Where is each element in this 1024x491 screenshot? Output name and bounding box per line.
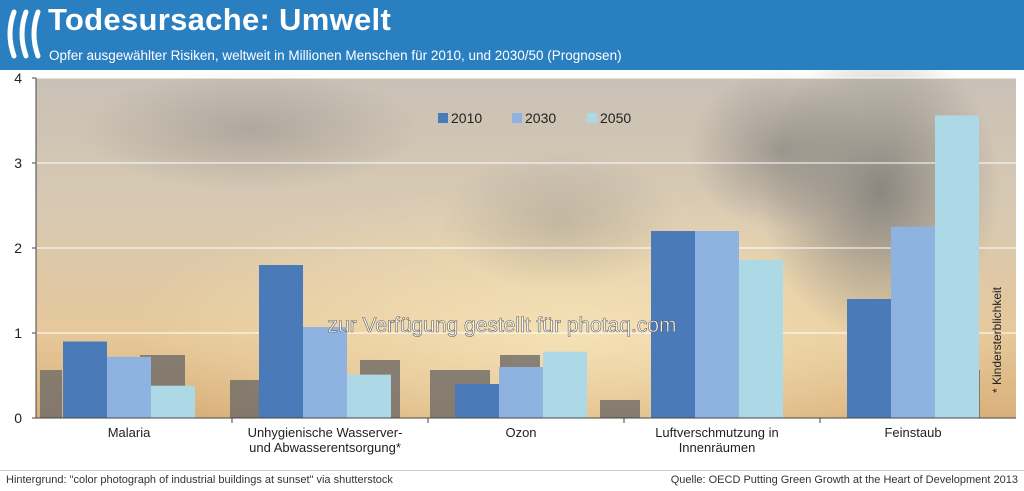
bar-2010 [259, 265, 303, 418]
x-tick-label: Luftverschmutzung in [655, 425, 779, 440]
bar-2050 [347, 374, 391, 418]
bar-2030 [107, 356, 151, 418]
bar-2050 [935, 115, 979, 419]
page-subtitle: Opfer ausgewählter Risiken, weltweit in … [49, 48, 622, 63]
watermark-text: zur Verfügung gestellt für photaq.com [327, 314, 676, 337]
bar-2030 [303, 327, 347, 418]
oecd-logo-icon [7, 9, 41, 59]
legend-label-2050: 2050 [600, 110, 631, 126]
y-tick-label: 3 [14, 155, 22, 171]
y-tick-label: 0 [14, 410, 22, 426]
bar-2010 [847, 299, 891, 418]
bar-2030 [891, 226, 935, 418]
side-note: * Kindersterblichkeit [990, 286, 1004, 393]
bar-2050 [543, 351, 587, 418]
bar-chart: 0 1 2 3 4 Malaria Unhygienische Wasserver-und… [14, 40, 1016, 455]
y-tick-label: 2 [14, 240, 22, 256]
x-tick-label: Innenräumen [679, 440, 756, 455]
legend-swatch-2010 [438, 113, 448, 123]
page-title: Todesursache: Umwelt [48, 2, 392, 37]
y-tick-label: 4 [14, 70, 22, 86]
chart-area: 0 1 2 3 4 Malaria Unhygienische Wasserver-und… [0, 40, 1024, 470]
background-credit: Hintergrund: "color photograph of indust… [6, 474, 393, 486]
x-tick-label: Malaria [108, 425, 151, 440]
legend-label-2010: 2010 [451, 110, 482, 126]
bar-2010 [455, 384, 499, 418]
legend-label-2030: 2030 [525, 110, 556, 126]
x-tick-label: Ozon [505, 425, 536, 440]
footer: Hintergrund: "color photograph of indust… [0, 470, 1024, 491]
x-tick-label: Feinstaub [884, 425, 941, 440]
x-axis: Malaria Unhygienische Wasserver-und Abwas… [36, 417, 1016, 455]
bar-2050 [739, 259, 783, 418]
bar-2030 [695, 231, 739, 418]
bar-2030 [499, 367, 543, 418]
y-tick-label: 1 [14, 325, 22, 341]
bar-2050 [151, 385, 195, 418]
x-tick-label: Unhygienische Wasserver- [248, 425, 403, 440]
legend-swatch-2050 [587, 113, 597, 123]
legend-swatch-2030 [512, 113, 522, 123]
legend: 2010 2030 2050 [438, 110, 631, 126]
bar-2010 [651, 231, 695, 418]
x-tick-label: und Abwasserentsorgung* [249, 440, 401, 455]
source-note: Quelle: OECD Putting Green Growth at the… [670, 474, 1018, 486]
bar-2010 [63, 341, 107, 418]
bars [63, 115, 979, 419]
header-bar: Todesursache: Umwelt Opfer ausgewählter … [0, 0, 1024, 70]
y-axis: 0 1 2 3 4 [14, 70, 37, 426]
